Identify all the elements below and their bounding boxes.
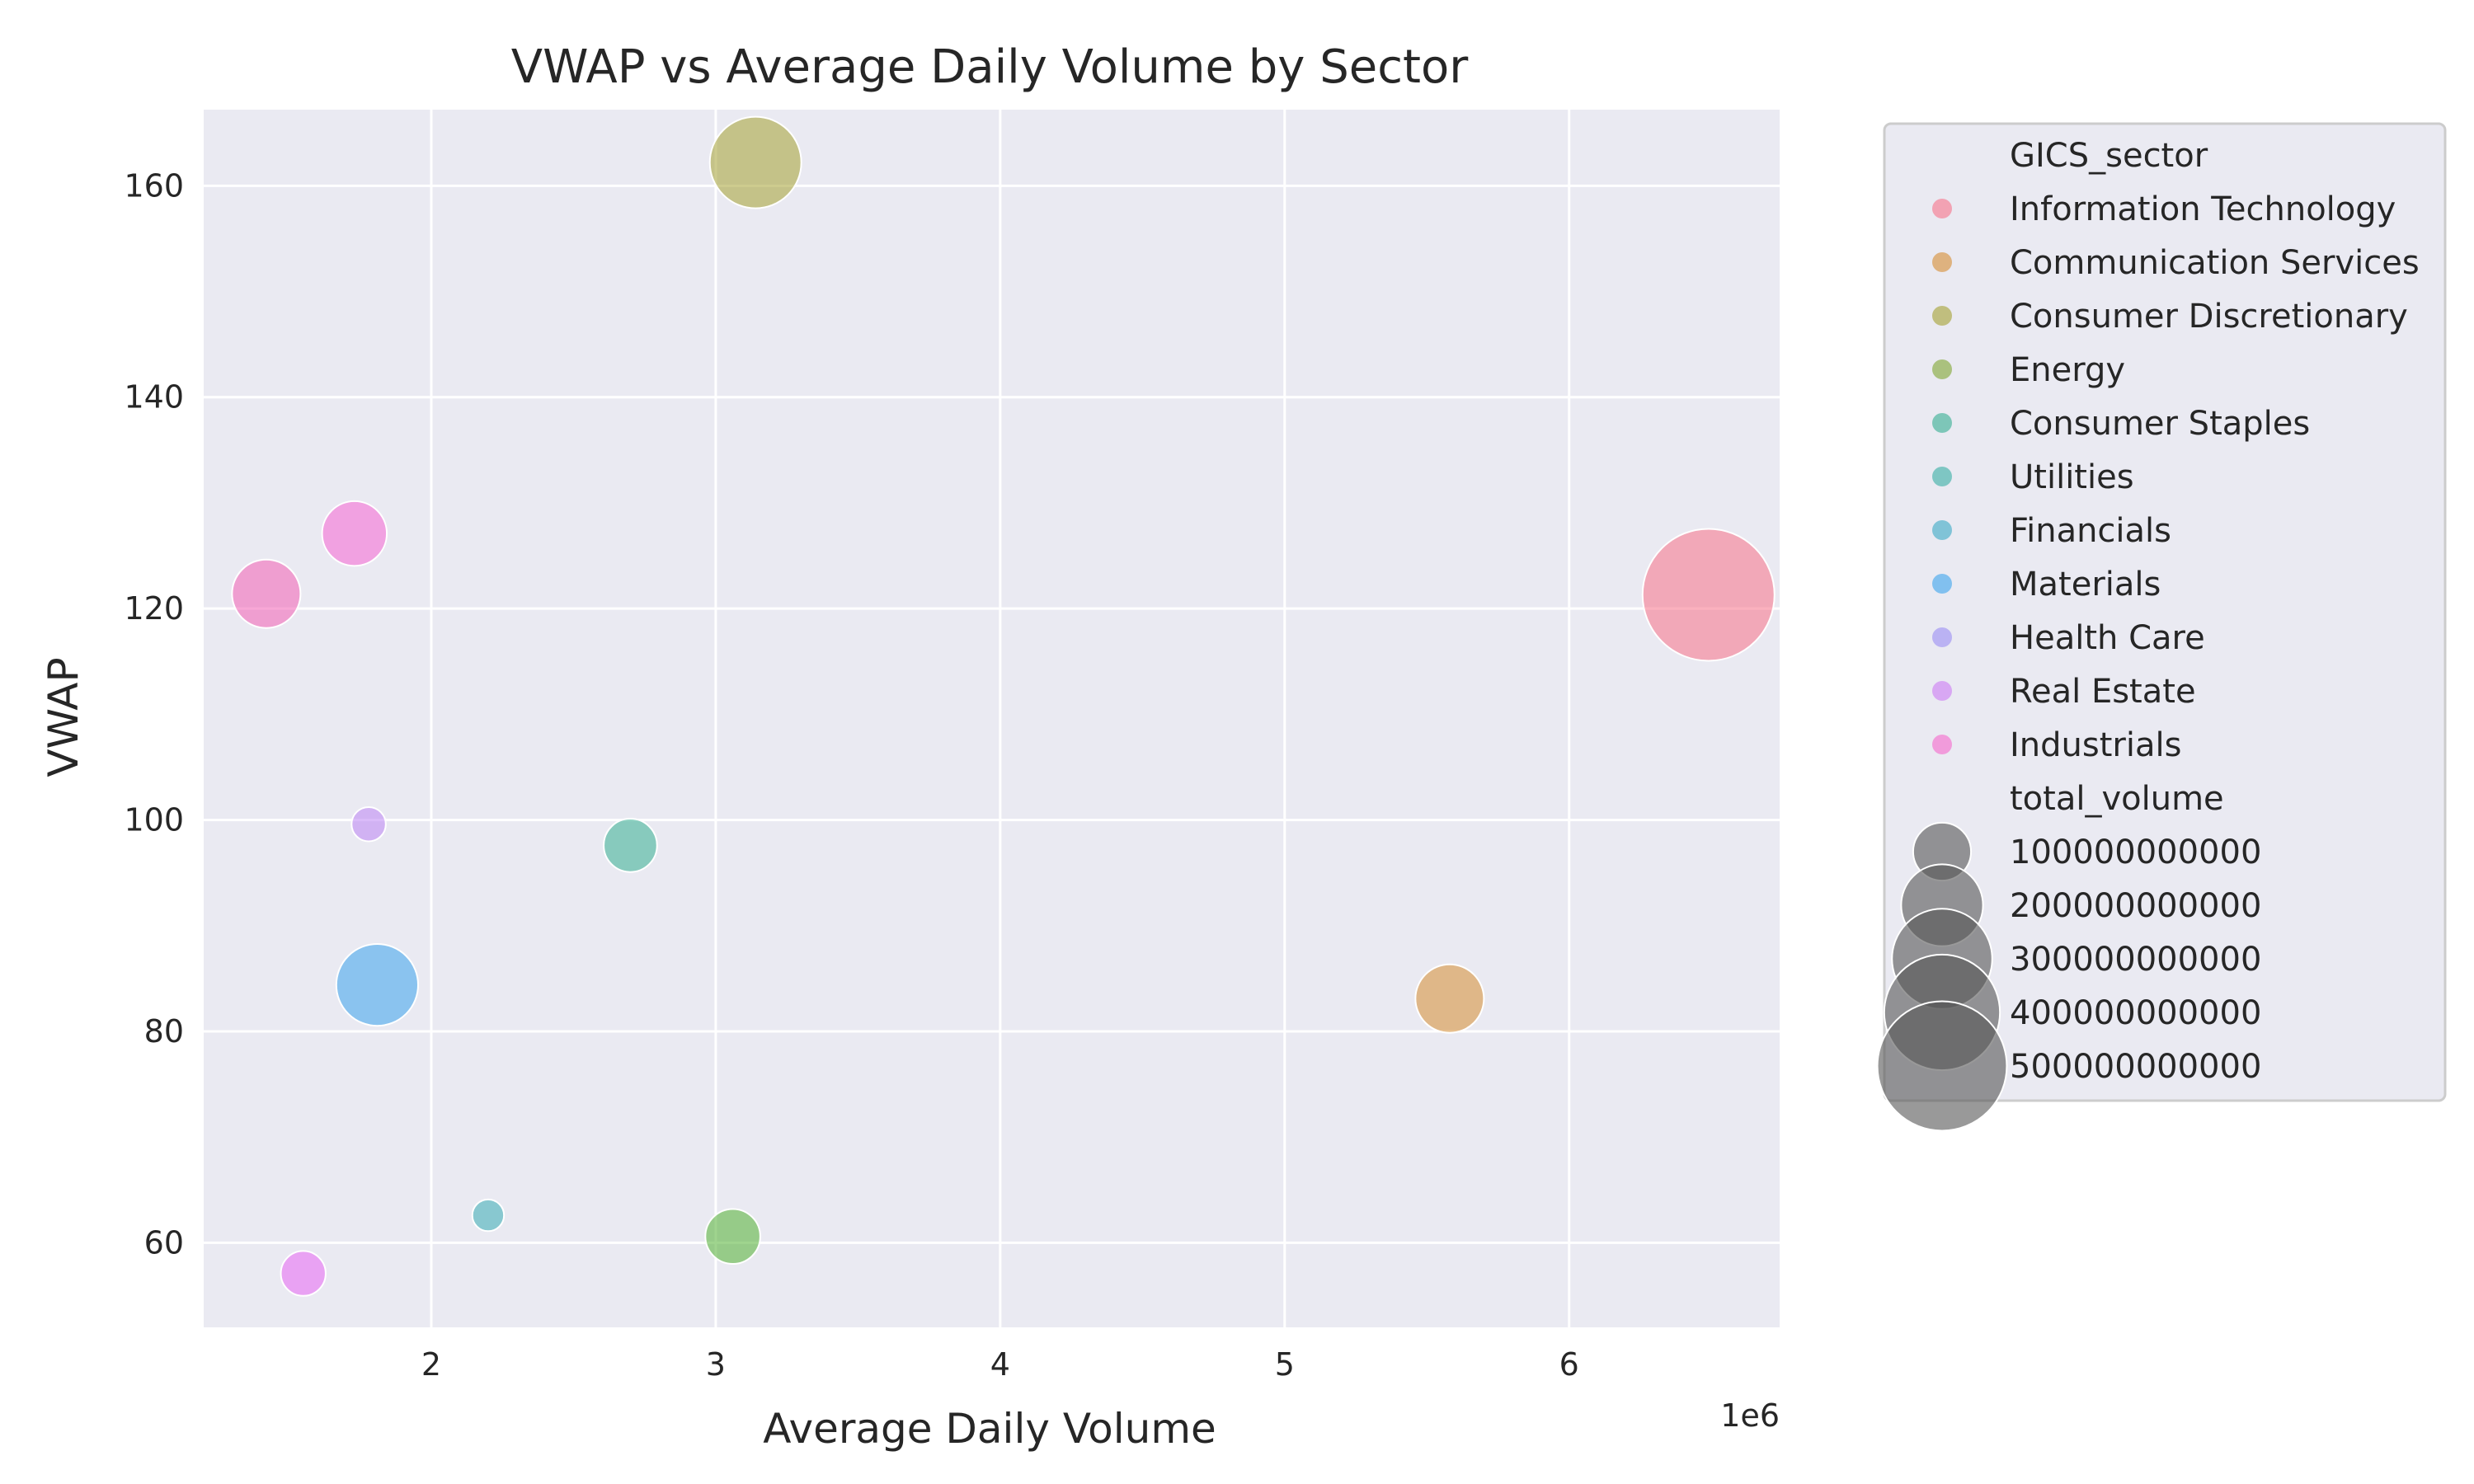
legend-marker: [1932, 306, 1952, 326]
y-tick-label: 80: [144, 1013, 184, 1050]
legend-marker: [1932, 359, 1952, 379]
data-point: [1414, 963, 1485, 1034]
data-point: [1641, 528, 1776, 662]
scatter-points: [231, 115, 1776, 1297]
y-axis-label: VWAP: [40, 657, 87, 777]
tick-labels: 2 3 4 5 6 60 80 100 120 140 160: [124, 167, 1578, 1383]
data-point: [231, 558, 302, 629]
legend-marker: [1932, 520, 1952, 540]
legend-hue-title: GICS_sector: [2010, 137, 2208, 175]
legend-marker: [1932, 574, 1952, 594]
x-axis-label: Average Daily Volume: [763, 1405, 1216, 1453]
legend-marker: [1932, 199, 1952, 218]
y-tick-label: 120: [124, 590, 184, 627]
legend-size-entry: 400000000000: [2010, 994, 2261, 1032]
x-tick-label: 4: [990, 1346, 1010, 1383]
x-tick-label: 3: [706, 1346, 726, 1383]
plot-background: [204, 110, 1780, 1327]
legend-entry: Consumer Staples: [2010, 405, 2310, 443]
legend-size-title: total_volume: [2010, 780, 2224, 818]
x-tick-label: 5: [1275, 1346, 1295, 1383]
legend-marker: [1932, 681, 1952, 701]
legend-entry: Communication Services: [2010, 244, 2420, 282]
y-tick-label: 60: [144, 1224, 184, 1261]
legend-entry: Financials: [2010, 512, 2171, 550]
data-point: [280, 1250, 327, 1297]
legend-size-entry: 100000000000: [2010, 834, 2261, 871]
legend-entry: Materials: [2010, 566, 2161, 603]
grid: [204, 110, 1780, 1327]
data-point: [321, 500, 388, 567]
legend-size-entry: 200000000000: [2010, 887, 2261, 925]
y-tick-label: 140: [124, 379, 184, 416]
legend-marker: [1932, 467, 1952, 486]
legend-size-entry: 500000000000: [2010, 1048, 2261, 1086]
legend-entry: Real Estate: [2010, 673, 2196, 711]
data-point: [708, 115, 802, 209]
data-point: [471, 1198, 506, 1233]
legend-marker: [1932, 627, 1952, 647]
data-point: [603, 818, 658, 873]
legend-entry: Energy: [2010, 351, 2125, 389]
x-axis-offset-label: 1e6: [1720, 1397, 1780, 1434]
x-tick-label: 2: [421, 1346, 441, 1383]
y-tick-label: 160: [124, 167, 184, 204]
legend-marker: [1932, 252, 1952, 272]
legend-marker: [1932, 413, 1952, 433]
legend-entry: Utilities: [2010, 458, 2134, 496]
x-tick-label: 6: [1559, 1346, 1579, 1383]
legend-entry: Information Technology: [2010, 190, 2396, 228]
legend-entry: Health Care: [2010, 619, 2205, 657]
data-point: [335, 942, 420, 1027]
chart-title: VWAP vs Average Daily Volume by Sector: [511, 40, 1469, 94]
legend-entry: Industrials: [2010, 726, 2181, 764]
data-point: [704, 1208, 761, 1266]
legend-entry: Consumer Discretionary: [2010, 298, 2408, 336]
legend-size-entry: 300000000000: [2010, 941, 2261, 979]
legend-box: [1883, 122, 2447, 1102]
y-tick-label: 100: [124, 802, 184, 838]
legend-marker: [1932, 735, 1952, 754]
data-point: [350, 805, 387, 843]
legend-size-marker: [1876, 1000, 2008, 1132]
legend: GICS_sector Information Technology Communi…: [1876, 122, 2447, 1132]
